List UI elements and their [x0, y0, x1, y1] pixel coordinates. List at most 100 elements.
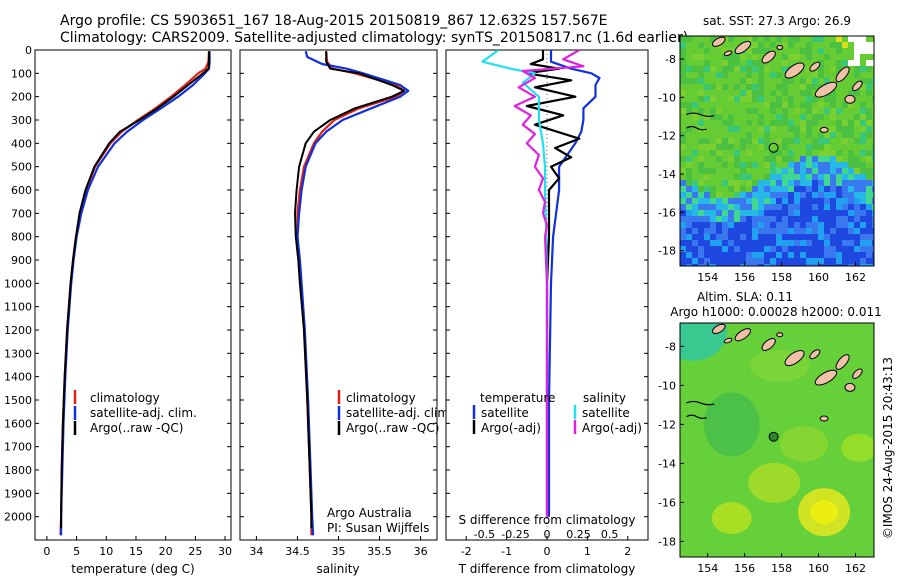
sst-cell [710, 66, 716, 72]
series-line-temperature-argo-adj- [525, 50, 581, 517]
sst-cell [866, 144, 872, 150]
sst-cell [848, 240, 854, 246]
sst-cell [842, 264, 848, 266]
sst-cell [698, 168, 704, 174]
sst-cell [698, 60, 704, 66]
sst-cell [854, 180, 860, 186]
sst-cell [860, 72, 866, 78]
sst-cell [836, 54, 842, 60]
sst-cell [782, 120, 788, 126]
sst-cell [788, 240, 794, 246]
island [809, 349, 821, 360]
sst-cell [836, 66, 842, 72]
sst-cell [764, 144, 770, 150]
sst-cell [692, 252, 698, 258]
sst-cell [830, 258, 836, 264]
depth-tick-label: 800 [11, 231, 32, 244]
sst-cell [794, 156, 800, 162]
sst-cell [752, 72, 758, 78]
sst-cell [746, 114, 752, 120]
depth-tick-label: 1400 [4, 371, 32, 384]
sst-cell [788, 60, 794, 66]
sst-cell [734, 60, 740, 66]
sst-cell [794, 108, 800, 114]
sst-cell [830, 48, 836, 54]
sst-cell [758, 114, 764, 120]
sst-cell [854, 60, 860, 66]
sst-cell [872, 234, 874, 240]
x-tick-label: 5 [73, 545, 80, 558]
sst-cell [740, 150, 746, 156]
sst-cell [716, 246, 722, 252]
sst-cell [704, 90, 710, 96]
sst-cell [794, 252, 800, 258]
sst-cell [728, 168, 734, 174]
sst-cell [728, 132, 734, 138]
sst-cell [734, 90, 740, 96]
sst-cell [788, 138, 794, 144]
sst-cell [860, 108, 866, 114]
sst-cell [776, 150, 782, 156]
x-tick-label: 30 [218, 545, 232, 558]
sst-cell [782, 264, 788, 266]
sst-cell [818, 78, 824, 84]
sst-cell [734, 264, 740, 266]
sst-cell [818, 252, 824, 258]
sst-cell [800, 234, 806, 240]
sst-cell [728, 198, 734, 204]
sst-cell [872, 162, 874, 168]
sst-cell [758, 150, 764, 156]
sst-cell [776, 48, 782, 54]
sst-cell [746, 60, 752, 66]
sst-cell [782, 90, 788, 96]
sst-cell [680, 36, 686, 42]
sst-cell [818, 150, 824, 156]
sst-cell [842, 144, 848, 150]
sst-cell [860, 162, 866, 168]
sst-cell [710, 258, 716, 264]
sst-cell [746, 66, 752, 72]
sst-cell [740, 84, 746, 90]
sst-cell [860, 48, 866, 54]
sst-cell [818, 144, 824, 150]
sst-cell [854, 114, 860, 120]
sst-cell [812, 102, 818, 108]
sst-cell [848, 84, 854, 90]
sst-cell [788, 192, 794, 198]
sst-cell [782, 42, 788, 48]
sst-cell [686, 36, 692, 42]
depth-tick-label: 400 [11, 137, 32, 150]
sst-cell [692, 216, 698, 222]
sst-cell [740, 162, 746, 168]
sst-cell [806, 60, 812, 66]
sst-cell [704, 228, 710, 234]
sst-cell [746, 210, 752, 216]
sst-cell [704, 144, 710, 150]
sst-cell [758, 252, 764, 258]
sst-cell [800, 264, 806, 266]
sst-cell [746, 234, 752, 240]
sst-cell [728, 186, 734, 192]
sst-cell [680, 258, 686, 264]
sst-cell [794, 240, 800, 246]
sst-cell [692, 120, 698, 126]
sst-cell [716, 114, 722, 120]
sst-cell [734, 174, 740, 180]
sst-cell [734, 240, 740, 246]
sst-cell [770, 258, 776, 264]
sst-cell [752, 234, 758, 240]
sst-cell [710, 174, 716, 180]
sst-cell [776, 174, 782, 180]
sst-cell [866, 246, 872, 252]
sst-cell [812, 96, 818, 102]
sst-cell [722, 96, 728, 102]
sst-cell [866, 162, 872, 168]
sst-cell [830, 192, 836, 198]
sst-cell [800, 258, 806, 264]
sst-cell [848, 168, 854, 174]
sst-cell [746, 84, 752, 90]
sst-cell [782, 138, 788, 144]
sst-cell [686, 258, 692, 264]
sst-cell [716, 156, 722, 162]
sst-cell [824, 150, 830, 156]
